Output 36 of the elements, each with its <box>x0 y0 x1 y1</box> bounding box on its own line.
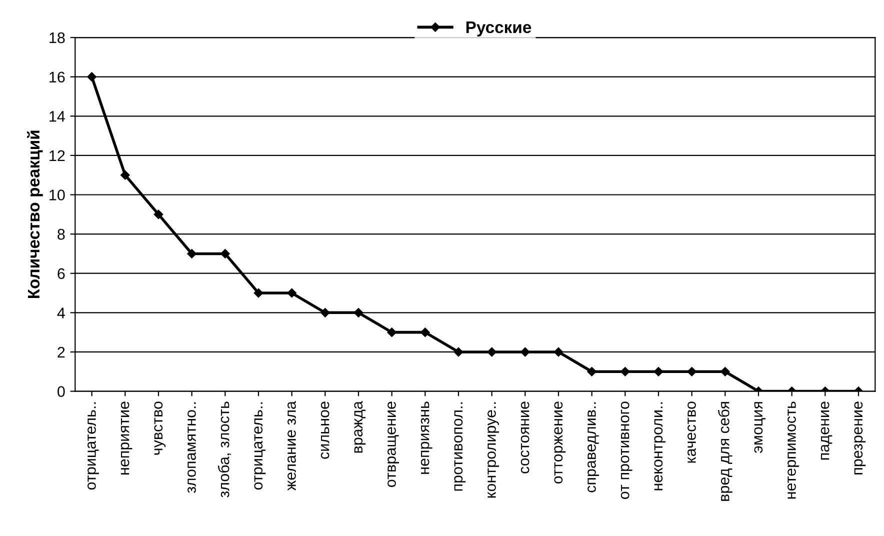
y-tick-label: 14 <box>50 111 65 122</box>
x-tick-label: злопамятно.. <box>188 402 196 494</box>
y-tick-label: 6 <box>58 268 65 280</box>
x-tick-label: неприязнь <box>420 402 432 474</box>
x-tick-label: злоба, злость <box>218 402 232 498</box>
x-tick-label: сильное <box>320 402 330 459</box>
x-tick-label: отторжение <box>554 402 566 484</box>
x-tick-label: противопол.. <box>454 402 466 491</box>
x-tick-label: вражда <box>354 401 366 453</box>
y-tick-label: 10 <box>50 190 65 200</box>
y-tick-label: 16 <box>50 72 65 83</box>
x-tick-label: презрение <box>854 402 866 474</box>
x-tick-label: качество <box>688 402 696 463</box>
y-tick-label: 0 <box>58 386 65 397</box>
x-tick-label: нетерпимость <box>788 402 799 499</box>
x-tick-label: вред для себя <box>718 402 732 501</box>
x-tick-label: желание зла <box>288 400 296 491</box>
y-tick-label: 4 <box>57 308 65 318</box>
y-tick-label: 2 <box>58 346 65 358</box>
x-tick-label: отвращение <box>388 402 399 487</box>
x-tick-label: отрицатель.. <box>88 402 99 490</box>
x-tick-label: контролируе.. <box>488 402 499 498</box>
y-tick-label: 8 <box>58 228 65 240</box>
x-tick-label: неконтроли.. <box>654 402 666 490</box>
x-tick-label: отрицатель.. <box>254 402 266 490</box>
y-tick-label: 18 <box>50 32 65 44</box>
x-tick-label: эмоция <box>754 402 766 453</box>
x-tick-label: падение <box>820 402 832 460</box>
legend-label: Русские <box>466 22 532 36</box>
y-axis-title: Количество реакций <box>27 130 43 298</box>
x-tick-label: чувство <box>154 402 166 455</box>
x-tick-label: справедлив.. <box>588 402 599 492</box>
x-tick-label: состояние <box>520 402 530 474</box>
x-tick-label: от противного <box>620 402 632 499</box>
y-tick-label: 12 <box>50 150 65 161</box>
x-tick-label: неприятие <box>120 402 132 474</box>
